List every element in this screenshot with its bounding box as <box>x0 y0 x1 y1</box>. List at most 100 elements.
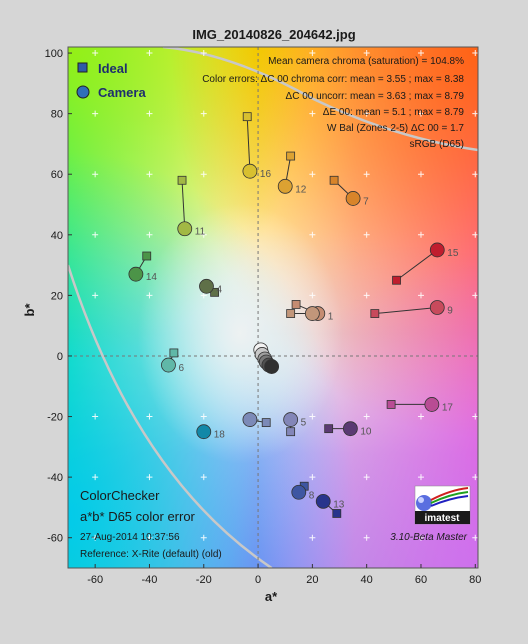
grid-cross <box>146 110 153 117</box>
axes: -60 -40 -20 0 20 40 60 80 -60 -40 -20 0 20 40 60 80 100 <box>45 48 482 586</box>
ideal-point <box>324 424 334 434</box>
error-connector <box>396 249 438 281</box>
camera-point <box>304 306 320 321</box>
grid-cross <box>309 534 316 541</box>
patch-number-label: 18 <box>214 430 226 441</box>
legend-camera-label: Camera <box>98 85 146 100</box>
grid-cross <box>92 292 99 299</box>
grid-cross <box>200 50 207 57</box>
grid-cross <box>200 413 207 420</box>
patch-number-label: 5 <box>301 418 307 429</box>
camera-point <box>161 357 176 373</box>
x-tick-label: 20 <box>306 574 318 586</box>
ideal-point <box>332 509 342 518</box>
patch-number-label: 12 <box>295 184 307 195</box>
grid-cross <box>309 110 316 117</box>
ideal-point <box>370 309 380 318</box>
info-reference: Reference: X-Rite (default) (old) <box>80 549 222 560</box>
grid-cross <box>200 474 207 481</box>
grid-cross <box>363 474 370 481</box>
patch-number-label: 15 <box>447 248 459 259</box>
camera-point <box>277 178 293 194</box>
grid-cross <box>472 292 478 299</box>
grid-cross <box>200 231 207 238</box>
camera-point <box>177 221 193 237</box>
grid-cross <box>472 534 478 541</box>
error-connector <box>181 180 186 229</box>
grid-cross <box>200 534 207 541</box>
grid-cross <box>363 534 370 541</box>
grid-cross <box>363 231 370 238</box>
y-tick-label: 100 <box>45 48 63 60</box>
stats-color-space: sRGB (D65) <box>410 139 464 150</box>
grid-cross <box>472 50 478 57</box>
grid-cross <box>92 50 99 57</box>
gamut-boundary <box>68 47 478 568</box>
camera-point <box>283 412 299 427</box>
ideal-point <box>392 275 401 285</box>
x-axis-label: a* <box>265 589 278 604</box>
ideal-point <box>261 418 271 428</box>
ideal-point <box>177 175 187 185</box>
grid-cross <box>92 231 99 238</box>
camera-point <box>342 421 358 437</box>
grid-cross <box>417 231 424 238</box>
camera-point <box>242 163 258 179</box>
grid-cross <box>363 110 370 117</box>
camera-point <box>291 484 307 500</box>
grid-cross <box>92 474 99 481</box>
grid-cross <box>472 413 478 420</box>
imatest-logo: imatest <box>414 485 471 525</box>
camera-point <box>429 300 445 315</box>
grid-cross <box>92 534 99 541</box>
ideal-point <box>291 300 301 309</box>
stats-uncorr: ΔC 00 uncorr: mean = 3.63 ; max = 8.79 <box>286 91 465 102</box>
gamut-curve-left <box>68 264 273 568</box>
grid <box>68 47 478 568</box>
y-tick-label: 60 <box>51 169 63 181</box>
camera-point <box>196 424 212 440</box>
grid-cross <box>472 110 478 117</box>
neutral-camera-point <box>264 359 280 374</box>
imatest-logo-text: imatest <box>424 513 460 524</box>
x-tick-label: 60 <box>415 574 427 586</box>
grid-cross <box>200 110 207 117</box>
stats-chroma-corr: Color errors: ΔC 00 chroma corr: mean = … <box>202 74 464 85</box>
y-tick-label: 40 <box>51 230 63 242</box>
patch-number-label: 1 <box>328 312 334 323</box>
x-tick-label: 80 <box>469 574 481 586</box>
ideal-point <box>169 348 179 358</box>
stats-white-balance: W Bal (Zones 2-5) ΔC 00 = 1.7 <box>327 123 464 134</box>
ideal-point <box>242 112 252 122</box>
legend: Ideal Camera <box>76 61 146 100</box>
grid-cross <box>309 413 316 420</box>
ideal-point <box>286 151 296 161</box>
x-tick-label: -60 <box>87 574 103 586</box>
legend-ideal-label: Ideal <box>98 61 128 76</box>
grid-cross <box>92 110 99 117</box>
y-tick-label: -60 <box>47 533 63 545</box>
y-tick-label: 20 <box>51 290 63 302</box>
y-tick-label: -40 <box>47 472 63 484</box>
grid-cross <box>146 171 153 178</box>
x-tick-label: -40 <box>142 574 158 586</box>
grid-cross <box>146 474 153 481</box>
grid-cross <box>417 171 424 178</box>
legend-ideal-marker <box>77 62 88 73</box>
ideal-point <box>142 251 152 261</box>
grid-cross <box>146 292 153 299</box>
patch-number-label: 14 <box>146 272 158 283</box>
grid-cross <box>417 110 424 117</box>
grid-cross <box>309 50 316 57</box>
y-tick-label: 0 <box>57 351 63 363</box>
grid-cross <box>363 292 370 299</box>
stats-chroma: Mean camera chroma (saturation) = 104.8% <box>268 56 464 67</box>
error-connector <box>374 307 438 315</box>
chart-title: IMG_20140826_204642.jpg <box>192 27 355 42</box>
stats-box: Mean camera chroma (saturation) = 104.8%… <box>202 56 464 150</box>
camera-point <box>128 266 144 282</box>
info-colorchecker: ColorChecker <box>80 488 160 503</box>
